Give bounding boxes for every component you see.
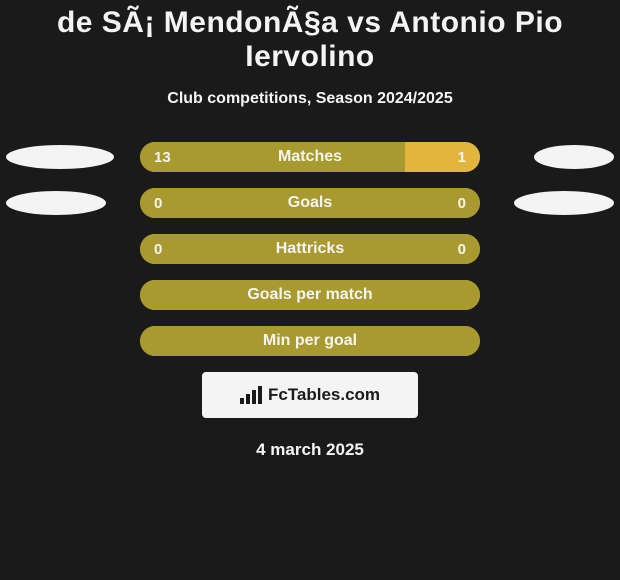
stat-bar: Goals00 xyxy=(140,188,480,218)
stat-bar-left xyxy=(140,188,480,218)
stat-bar-left xyxy=(140,234,480,264)
player-right-ellipse xyxy=(534,145,614,169)
page-title: de SÃ¡ MendonÃ§a vs Antonio Pio Iervolin… xyxy=(0,6,620,74)
comparison-infographic: de SÃ¡ MendonÃ§a vs Antonio Pio Iervolin… xyxy=(0,0,620,580)
brand-badge: FcTables.com xyxy=(202,372,418,418)
stat-rows: Matches131 Goals00 Hattricks00 Goals per ma… xyxy=(0,142,620,356)
stat-bar: Goals per match xyxy=(140,280,480,310)
stat-bar: Min per goal xyxy=(140,326,480,356)
subtitle: Club competitions, Season 2024/2025 xyxy=(0,90,620,108)
stat-row: Matches131 xyxy=(0,142,620,172)
player-right-ellipse xyxy=(514,191,614,215)
stat-bar-left xyxy=(140,142,405,172)
stat-bar: Matches131 xyxy=(140,142,480,172)
stat-row: Hattricks00 xyxy=(0,234,620,264)
brand-label: FcTables.com xyxy=(268,385,380,405)
player-left-ellipse xyxy=(6,191,106,215)
stat-bar-left xyxy=(140,280,480,310)
stat-row: Goals00 xyxy=(0,188,620,218)
player-left-ellipse xyxy=(6,145,114,169)
stat-bar: Hattricks00 xyxy=(140,234,480,264)
date-label: 4 march 2025 xyxy=(0,440,620,460)
stat-row: Min per goal xyxy=(0,326,620,356)
stat-row: Goals per match xyxy=(0,280,620,310)
stat-bar-left xyxy=(140,326,480,356)
stat-bar-right xyxy=(405,142,480,172)
bar-chart-icon xyxy=(240,386,262,404)
